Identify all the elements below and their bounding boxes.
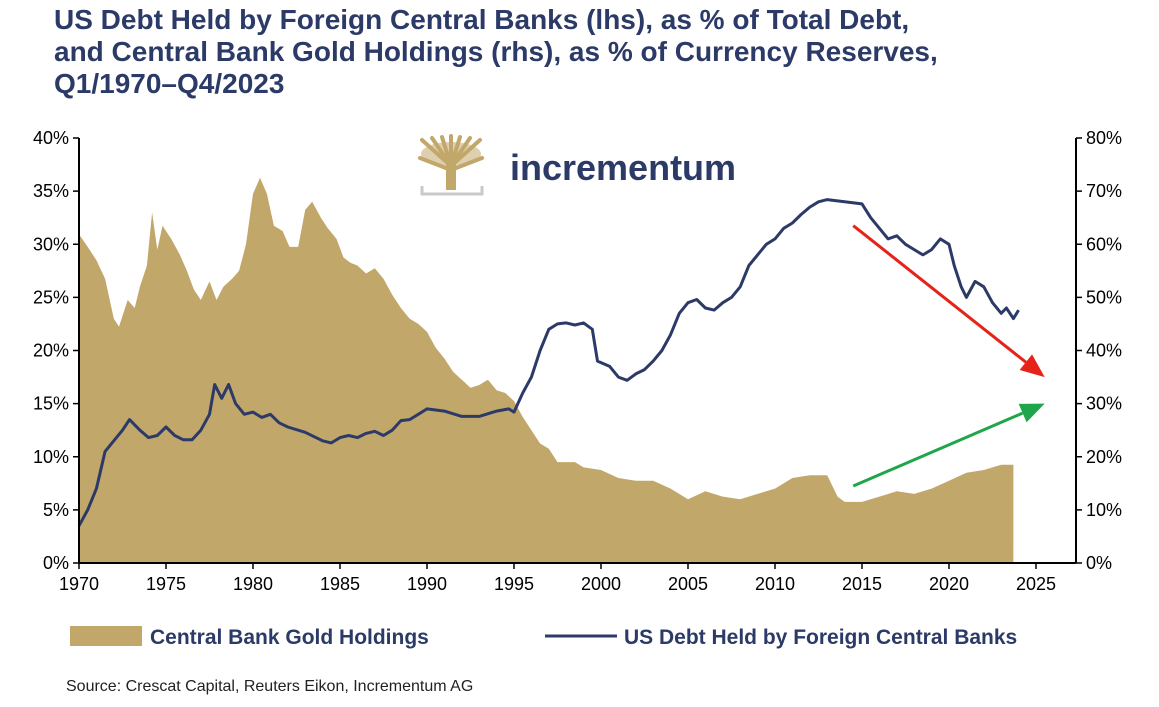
chart-title: US Debt Held by Foreign Central Banks (l… — [54, 4, 1144, 100]
green-up-arrow — [852, 403, 1045, 488]
right-tick-label: 20% — [1086, 447, 1122, 467]
green-up-arrow-head — [1018, 403, 1045, 423]
left-tick-label: 0% — [43, 553, 69, 573]
title-line-2: and Central Bank Gold Holdings (rhs), as… — [54, 36, 938, 67]
x-tick-label: 2005 — [668, 574, 708, 594]
red-down-arrow-head — [1019, 354, 1045, 378]
x-tick-label: 1990 — [407, 574, 447, 594]
x-tick-label: 2015 — [842, 574, 882, 594]
legend-swatch-gold — [70, 626, 142, 646]
right-tick-label: 80% — [1086, 128, 1122, 148]
right-tick-label: 60% — [1086, 234, 1122, 254]
x-tick-label: 1970 — [59, 574, 99, 594]
logo-text: incrementum — [510, 147, 736, 188]
x-tick-label: 2020 — [929, 574, 969, 594]
right-tick-label: 10% — [1086, 500, 1122, 520]
right-tick-label: 40% — [1086, 341, 1122, 361]
legend: Central Bank Gold Holdings US Debt Held … — [70, 626, 1017, 649]
x-tick-label: 1985 — [320, 574, 360, 594]
source-note: Source: Crescat Capital, Reuters Eikon, … — [66, 678, 474, 695]
left-tick-label: 10% — [33, 447, 69, 467]
legend-label-gold: Central Bank Gold Holdings — [150, 626, 429, 649]
left-tick-label: 35% — [33, 181, 69, 201]
x-tick-label: 2000 — [581, 574, 621, 594]
axes: 0% 5% 10% 15% 20% 25% 30% 35% 40% 0% 10% 20% 30% 40% 5… — [33, 128, 1122, 594]
right-tick-label: 0% — [1086, 553, 1112, 573]
left-tick-label: 20% — [33, 341, 69, 361]
x-tick-label: 1980 — [233, 574, 273, 594]
right-tick-label: 70% — [1086, 181, 1122, 201]
left-tick-label: 30% — [33, 234, 69, 254]
right-tick-label: 50% — [1086, 287, 1122, 307]
plot-area — [77, 177, 1045, 564]
x-tick-label: 2025 — [1016, 574, 1056, 594]
red-down-arrow — [852, 224, 1045, 378]
green-up-arrow-shaft — [852, 411, 1024, 488]
x-tick-label: 2010 — [755, 574, 795, 594]
incrementum-logo: incrementum — [418, 134, 736, 196]
series-debt-line — [77, 198, 1020, 527]
x-tick-label: 1995 — [494, 574, 534, 594]
x-tick-label: 1975 — [146, 574, 186, 594]
title-line-1: US Debt Held by Foreign Central Banks (l… — [54, 4, 910, 35]
right-tick-label: 30% — [1086, 394, 1122, 414]
left-tick-label: 40% — [33, 128, 69, 148]
left-tick-label: 25% — [33, 287, 69, 307]
left-tick-label: 5% — [43, 500, 69, 520]
tree-logo-icon — [418, 134, 484, 196]
left-tick-label: 15% — [33, 394, 69, 414]
red-down-arrow-shaft — [852, 224, 1027, 364]
title-line-3: Q1/1970–Q4/2023 — [54, 68, 285, 99]
series-gold-area — [79, 177, 1014, 564]
legend-label-line: US Debt Held by Foreign Central Banks — [624, 626, 1017, 649]
